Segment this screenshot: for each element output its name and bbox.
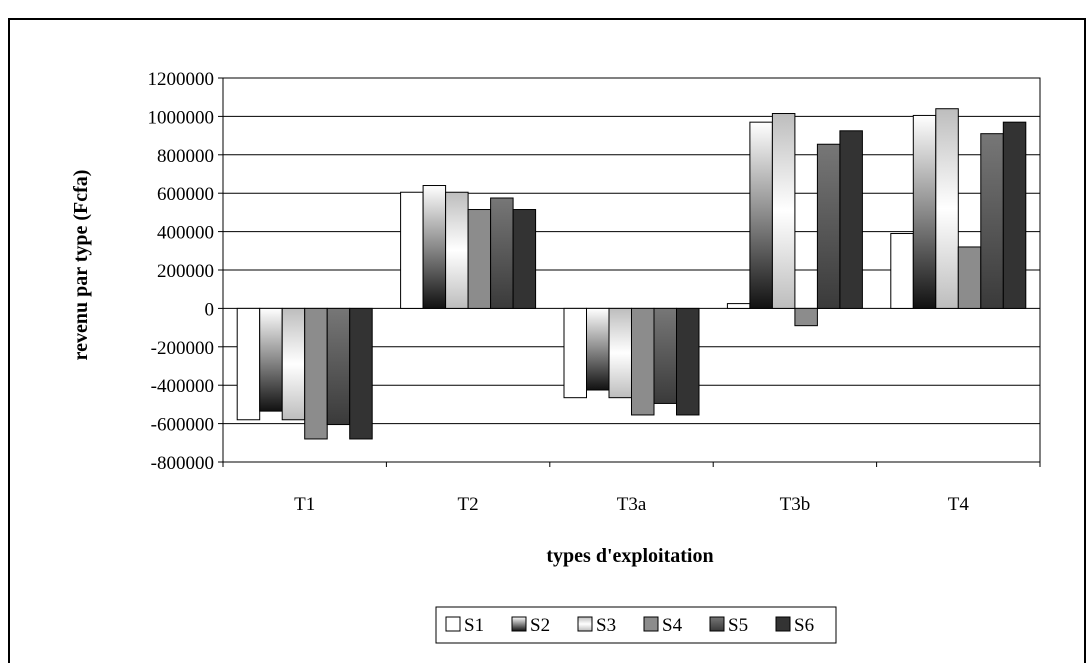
bar-s6-t2 xyxy=(512,209,537,309)
x-tick-label: T3a xyxy=(617,494,647,515)
y-axis-title: revenu par type (Fcfa) xyxy=(70,170,92,361)
legend-box xyxy=(435,606,837,644)
chart-frame xyxy=(8,18,1086,663)
y-tick-label: 200000 xyxy=(157,261,214,282)
plot-area-border xyxy=(222,77,1041,463)
bar-s4-t2 xyxy=(467,209,492,309)
y-tick-label: -800000 xyxy=(151,453,214,474)
y-tick-label: 1200000 xyxy=(148,69,215,90)
bar-s3-t3b xyxy=(771,113,796,309)
legend-label-s2: S2 xyxy=(530,615,550,636)
bar-s4-t4 xyxy=(957,246,982,309)
bar-series-group xyxy=(236,108,1027,440)
y-tick-label: -600000 xyxy=(151,415,214,436)
legend-swatch-s5 xyxy=(709,616,725,632)
legend-swatch-s1 xyxy=(445,616,461,632)
x-tick-label: T1 xyxy=(294,494,315,515)
legend-swatch-s6 xyxy=(775,616,791,632)
bar-s6-t3b xyxy=(839,130,863,309)
bar-s5-t2 xyxy=(490,197,514,309)
x-tick-label: T3b xyxy=(780,494,811,515)
bar-s1-t3b xyxy=(726,303,751,309)
bar-s4-t3b xyxy=(794,307,818,327)
y-tick-labels: 1200000 1000000 800000 600000 400000 200000 0 -… xyxy=(148,69,215,474)
bar-s1-t2 xyxy=(400,191,424,309)
legend-swatch-s4 xyxy=(643,616,659,632)
bar-s2-t2 xyxy=(422,185,447,309)
legend-label-s1: S1 xyxy=(464,615,484,636)
legend-label-s4: S4 xyxy=(662,615,683,636)
bar-s5-t4 xyxy=(980,133,1004,309)
bar-s6-t3a xyxy=(676,307,700,416)
x-category-labels: T1 T2 T3a T3b T4 xyxy=(294,494,969,515)
y-tick-label: -200000 xyxy=(151,338,214,359)
y-tick-label: 1000000 xyxy=(148,107,215,128)
bar-s3-t3a xyxy=(608,307,632,399)
bar-s2-t3b xyxy=(749,121,773,309)
legend-label-s5: S5 xyxy=(728,615,748,636)
legend-label-s6: S6 xyxy=(794,615,814,636)
bar-s1-t4 xyxy=(890,233,914,309)
bar-s5-t3b xyxy=(816,143,841,309)
legend-label-s3: S3 xyxy=(596,615,616,636)
x-tick-label: T2 xyxy=(458,494,479,515)
y-tick-label: -400000 xyxy=(151,376,214,397)
bar-s1-t3a xyxy=(563,307,587,399)
bar-s6-t4 xyxy=(1002,121,1027,309)
y-tick-label: 0 xyxy=(205,299,215,320)
bar-s5-t1 xyxy=(326,307,351,426)
bar-s6-t1 xyxy=(349,307,373,440)
legend: S1 S2 S3 S4 S5 S6 xyxy=(435,606,837,644)
bar-s3-t4 xyxy=(935,108,959,309)
bar-s2-t3a xyxy=(586,307,610,391)
axes xyxy=(218,77,1041,467)
y-tick-label: 400000 xyxy=(157,223,214,244)
bar-s2-t1 xyxy=(259,307,283,412)
bar-s2-t4 xyxy=(912,114,937,309)
legend-swatch-s3 xyxy=(577,616,593,632)
bar-s1-t1 xyxy=(236,307,261,421)
bar-s5-t3a xyxy=(653,307,677,404)
bar-s4-t3a xyxy=(631,307,655,416)
legend-swatch-s2 xyxy=(511,616,527,632)
x-tick-label: T4 xyxy=(948,494,970,515)
bar-s3-t2 xyxy=(445,191,469,309)
bar-s4-t1 xyxy=(304,307,328,440)
bar-s3-t1 xyxy=(281,307,306,421)
x-axis-title: types d'exploitation xyxy=(546,545,713,567)
y-tick-label: 800000 xyxy=(157,146,214,167)
y-tick-label: 600000 xyxy=(157,184,214,205)
